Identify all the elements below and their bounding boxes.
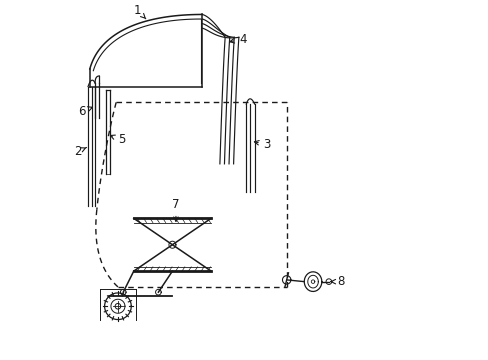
Text: 6: 6 [78, 105, 92, 118]
Text: 4: 4 [229, 32, 246, 46]
Text: 7: 7 [172, 198, 179, 221]
Text: 5: 5 [110, 134, 125, 147]
Text: 3: 3 [254, 138, 270, 151]
Text: 8: 8 [330, 275, 344, 288]
Text: 2: 2 [74, 145, 86, 158]
Text: 1: 1 [133, 4, 145, 19]
